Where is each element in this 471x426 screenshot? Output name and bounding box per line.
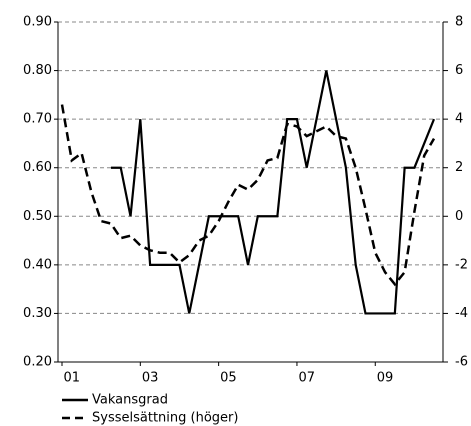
y2-tick-label: -2	[455, 257, 468, 272]
x-tick-label: 03	[142, 371, 159, 386]
y-tick-label: 0.30	[23, 306, 52, 321]
y2-tick-label: -4	[455, 306, 468, 321]
y-tick-label: 0.40	[23, 257, 52, 272]
series-line	[110, 70, 436, 315]
x-tick-label: 01	[64, 371, 81, 386]
y2-tick-label: 0	[455, 209, 463, 224]
y-tick-label: 0.90	[23, 15, 52, 30]
x-tick-label: 07	[298, 371, 315, 386]
y2-tick-label: 8	[455, 15, 463, 30]
y2-tick-label: 4	[455, 112, 463, 127]
legend-label: Sysselsättning (höger)	[92, 411, 238, 426]
y-tick-label: 0.70	[23, 112, 52, 127]
y-tick-label: 0.20	[23, 355, 52, 370]
y2-tick-label: 6	[455, 63, 463, 78]
y2-tick-label: -6	[455, 355, 468, 370]
y2-tick-label: 2	[455, 160, 463, 175]
x-tick-label: 09	[377, 371, 394, 386]
y-tick-label: 0.50	[23, 209, 52, 224]
x-tick-label: 05	[220, 371, 237, 386]
y-tick-label: 0.80	[23, 63, 52, 78]
legend-label: Vakansgrad	[92, 393, 168, 408]
series-line	[60, 104, 436, 287]
y-tick-label: 0.60	[23, 160, 52, 175]
